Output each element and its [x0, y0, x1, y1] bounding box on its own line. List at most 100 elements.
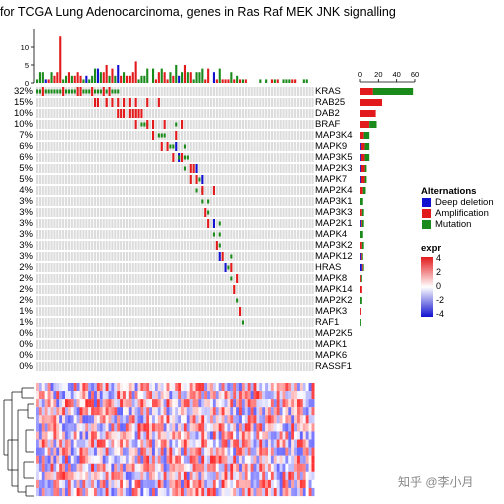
grid-cell [137, 219, 140, 228]
grid-cell [36, 351, 39, 360]
heatmap-cell [311, 407, 315, 416]
grid-cell [256, 296, 259, 305]
grid-cell [154, 186, 157, 195]
heatmap-cell [154, 479, 158, 489]
grid-cell [152, 98, 155, 107]
heatmap-cell [291, 431, 295, 440]
grid-cell [169, 351, 172, 360]
heatmap-cell [108, 463, 112, 472]
heatmap-cell [137, 431, 141, 440]
grid-cell [198, 109, 201, 118]
heatmap-cell [82, 439, 86, 448]
grid-cell [204, 351, 207, 360]
grid-cell [157, 109, 160, 118]
heatmap-cell [114, 383, 118, 392]
grid-cell [160, 164, 163, 173]
heatmap-cell [111, 479, 115, 489]
right-bar [360, 165, 361, 172]
heatmap-cell [166, 471, 170, 480]
heatmap-cell [253, 423, 257, 432]
grid-cell [114, 142, 117, 151]
heatmap-cell [120, 391, 124, 400]
heatmap-cell [91, 439, 95, 448]
heatmap-cell [108, 431, 112, 440]
grid-cell [114, 252, 117, 261]
grid-cell [117, 252, 120, 261]
grid-cell [111, 208, 114, 217]
grid-cell [105, 153, 108, 162]
grid-cell [91, 208, 94, 217]
grid-cell [239, 197, 242, 206]
grid-cell [282, 164, 285, 173]
grid-cell [279, 241, 282, 250]
grid-cell [166, 120, 169, 129]
grid-cell [270, 230, 273, 239]
grid-cell [76, 307, 79, 316]
heatmap-cell [192, 431, 196, 440]
grid-cell [82, 153, 85, 162]
grid-cell [62, 109, 65, 118]
grid-cell [256, 340, 259, 349]
heatmap-cell [210, 383, 213, 392]
grid-cell [192, 186, 195, 195]
grid-cell [302, 109, 305, 118]
grid-cell [169, 340, 172, 349]
grid-cell [241, 252, 244, 261]
grid-cell [253, 131, 256, 140]
grid-cell [186, 329, 189, 338]
grid-cell [149, 164, 152, 173]
grid-cell [183, 175, 186, 184]
heatmap-cell [82, 415, 86, 424]
grid-cell [297, 296, 300, 305]
grid-cell [175, 208, 178, 217]
gene-label: MAP3K3 [315, 207, 353, 218]
top-bar [114, 75, 117, 83]
grid-cell [276, 274, 279, 283]
heatmap-cell [262, 431, 266, 440]
grid-cell [102, 164, 105, 173]
grid-cell [233, 87, 236, 96]
grid-cell [163, 362, 166, 371]
grid-cell [157, 208, 160, 217]
grid-cell [311, 131, 314, 140]
grid-cell [189, 153, 192, 162]
heatmap-cell [146, 423, 150, 432]
right-bar [360, 99, 382, 106]
grid-cell [149, 219, 152, 228]
alteration-mark [94, 89, 97, 94]
grid-cell [244, 197, 247, 206]
grid-cell [178, 120, 181, 129]
expr-tick-label: 4 [436, 253, 442, 263]
heatmap-cell [41, 407, 45, 416]
grid-cell [85, 175, 88, 184]
grid-cell [123, 142, 126, 151]
heatmap-cell [215, 407, 219, 416]
grid-cell [192, 219, 195, 228]
heatmap-cell [62, 391, 66, 400]
grid-cell [221, 142, 224, 151]
grid-cell [265, 153, 268, 162]
grid-cell [99, 296, 102, 305]
grid-cell [276, 318, 279, 327]
grid-cell [210, 175, 213, 184]
heatmap-cell [279, 407, 283, 416]
grid-cell [65, 274, 68, 283]
heatmap-cell [67, 391, 71, 400]
heatmap-cell [120, 487, 124, 497]
alteration-mark [134, 120, 137, 129]
heatmap-cell [62, 487, 66, 497]
heatmap-cell [236, 479, 240, 489]
heatmap-cell [288, 399, 292, 408]
heatmap-cell [99, 431, 103, 440]
grid-cell [291, 263, 294, 272]
grid-cell [308, 208, 311, 217]
grid-cell [94, 230, 97, 239]
grid-cell [285, 230, 288, 239]
heatmap-cell [85, 471, 89, 480]
grid-cell [210, 219, 213, 228]
grid-cell [227, 329, 230, 338]
grid-cell [273, 208, 276, 217]
grid-cell [239, 274, 242, 283]
grid-cell [128, 263, 131, 272]
grid-cell [85, 153, 88, 162]
